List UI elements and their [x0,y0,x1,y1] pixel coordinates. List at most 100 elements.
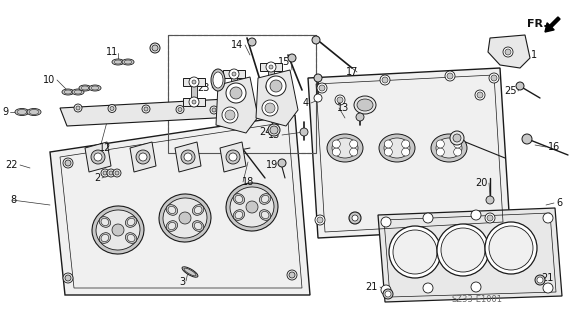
Ellipse shape [431,134,467,162]
Circle shape [384,148,393,156]
Circle shape [179,212,191,224]
Ellipse shape [74,90,82,94]
Circle shape [142,105,150,113]
Polygon shape [130,142,156,172]
Ellipse shape [192,221,204,231]
Circle shape [229,69,239,79]
Ellipse shape [354,96,376,114]
Ellipse shape [125,217,137,227]
Circle shape [380,75,390,85]
Circle shape [315,215,325,225]
Ellipse shape [17,109,27,115]
Ellipse shape [64,90,72,94]
Circle shape [314,94,322,102]
Circle shape [402,140,410,148]
Circle shape [441,228,485,272]
Circle shape [314,74,322,82]
Polygon shape [378,208,562,302]
Text: 17: 17 [346,67,358,77]
Text: 18: 18 [242,177,254,187]
Circle shape [101,169,109,177]
Circle shape [136,150,150,164]
Circle shape [65,275,71,281]
Circle shape [350,148,357,156]
Circle shape [91,150,105,164]
Circle shape [317,217,323,223]
Bar [260,63,282,71]
Circle shape [266,76,286,96]
Circle shape [262,100,278,116]
Circle shape [337,97,343,103]
Text: 4: 4 [303,98,309,108]
Ellipse shape [81,86,89,90]
Bar [223,70,245,78]
Circle shape [103,171,107,175]
Ellipse shape [96,210,140,250]
Circle shape [489,226,533,270]
Ellipse shape [99,233,111,244]
Circle shape [189,77,199,87]
Text: 25: 25 [504,86,517,96]
Circle shape [278,159,286,167]
Circle shape [269,65,273,69]
Text: 20: 20 [476,178,488,188]
Circle shape [229,153,237,161]
Circle shape [65,160,71,166]
Circle shape [189,97,199,107]
Circle shape [491,75,497,81]
Circle shape [486,196,494,204]
Circle shape [152,45,158,51]
Circle shape [232,72,236,76]
Ellipse shape [168,206,176,214]
Circle shape [287,270,297,280]
Text: 13: 13 [337,103,349,113]
Circle shape [107,169,115,177]
Circle shape [109,171,113,175]
Circle shape [271,115,281,125]
Circle shape [226,83,246,103]
Circle shape [356,113,364,121]
Circle shape [471,210,481,220]
Circle shape [537,277,543,283]
Circle shape [543,213,553,223]
Circle shape [389,226,441,278]
Circle shape [222,107,238,123]
Circle shape [382,77,388,83]
Ellipse shape [124,60,132,64]
Circle shape [349,212,361,224]
Polygon shape [216,77,258,133]
Circle shape [226,150,240,164]
Ellipse shape [101,234,109,242]
Text: 21: 21 [541,273,553,283]
Bar [183,78,205,86]
Circle shape [383,289,393,299]
Ellipse shape [166,204,178,215]
Circle shape [453,140,462,148]
Ellipse shape [72,89,84,95]
Circle shape [402,148,410,156]
Text: 7: 7 [456,136,462,146]
Circle shape [352,215,358,221]
Polygon shape [50,115,310,295]
Circle shape [112,224,124,236]
Ellipse shape [125,233,137,244]
Circle shape [265,103,275,113]
Bar [231,70,237,98]
Circle shape [319,85,325,91]
Circle shape [535,275,545,285]
Text: FR.: FR. [527,19,548,29]
Ellipse shape [182,267,198,277]
Ellipse shape [112,59,124,65]
Circle shape [332,140,340,148]
Circle shape [288,54,296,62]
Ellipse shape [259,210,271,220]
Circle shape [487,215,493,221]
Circle shape [300,128,308,136]
Circle shape [210,106,218,114]
Text: 12: 12 [99,143,111,153]
Circle shape [384,140,393,148]
Ellipse shape [91,86,99,90]
Polygon shape [308,68,510,238]
Text: 3: 3 [179,277,185,287]
Bar [191,78,197,106]
